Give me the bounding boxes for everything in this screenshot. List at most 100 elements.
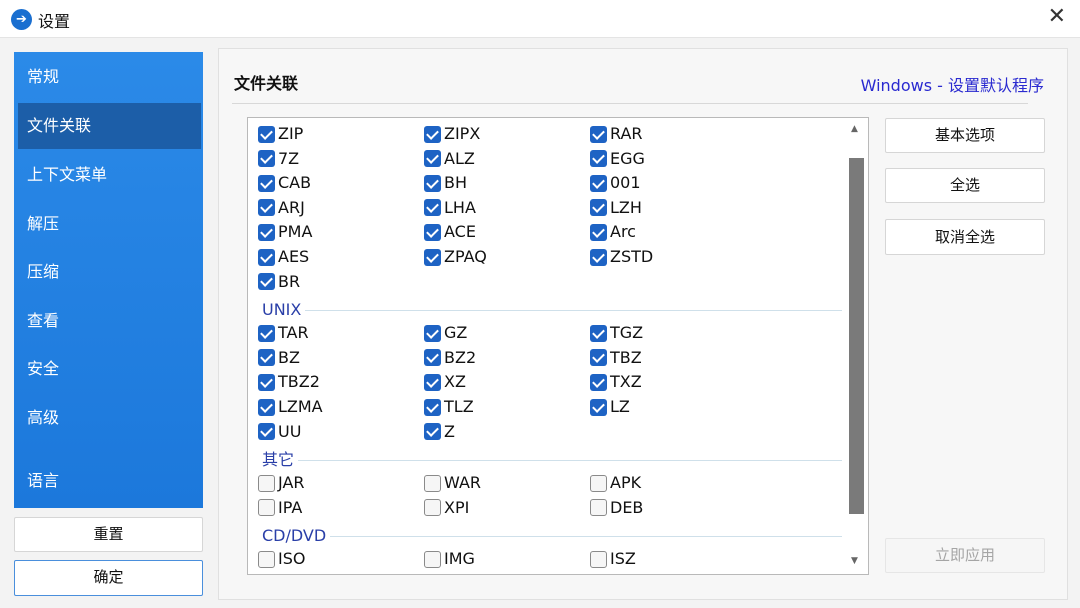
checked-checkbox-icon[interactable] bbox=[258, 324, 275, 342]
scrollbar-thumb[interactable] bbox=[849, 158, 864, 514]
unchecked-checkbox-icon[interactable] bbox=[424, 550, 441, 568]
checked-checkbox-icon[interactable] bbox=[258, 273, 275, 291]
checked-checkbox-icon[interactable] bbox=[424, 150, 441, 168]
file-type-checkbox[interactable]: 001 bbox=[590, 172, 641, 194]
file-type-checkbox[interactable]: TBZ2 bbox=[258, 371, 320, 393]
checked-checkbox-icon[interactable] bbox=[590, 398, 607, 416]
checked-checkbox-icon[interactable] bbox=[258, 223, 275, 241]
file-type-checkbox[interactable]: ISZ bbox=[590, 548, 636, 570]
unchecked-checkbox-icon[interactable] bbox=[424, 499, 441, 517]
checked-checkbox-icon[interactable] bbox=[590, 248, 607, 266]
windows-default-programs-link[interactable]: Windows - 设置默认程序 bbox=[860, 76, 1044, 95]
checked-checkbox-icon[interactable] bbox=[590, 125, 607, 143]
ok-button[interactable]: 确定 bbox=[14, 560, 203, 596]
file-type-checkbox[interactable]: EGG bbox=[590, 148, 645, 170]
file-type-checkbox[interactable]: BZ bbox=[258, 347, 300, 369]
file-type-checkbox[interactable]: ZIPX bbox=[424, 123, 480, 145]
sidebar-item[interactable]: 高级 bbox=[27, 408, 60, 427]
checked-checkbox-icon[interactable] bbox=[258, 174, 275, 192]
unchecked-checkbox-icon[interactable] bbox=[258, 499, 275, 517]
file-type-checkbox[interactable]: LZMA bbox=[258, 396, 323, 418]
file-type-checkbox[interactable] bbox=[424, 573, 444, 574]
file-type-checkbox[interactable]: TGZ bbox=[590, 322, 643, 344]
file-type-checkbox[interactable]: XZ bbox=[424, 371, 466, 393]
file-type-checkbox[interactable]: TAR bbox=[258, 322, 309, 344]
file-type-checkbox[interactable]: RAR bbox=[590, 123, 643, 145]
file-association-list[interactable]: ISZ IMG ISO DEB XPI IPA APK WAR JAR Z UU LZ TLZ LZMA T… bbox=[247, 117, 869, 575]
file-type-checkbox[interactable]: AES bbox=[258, 246, 309, 268]
close-icon[interactable]: ✕ bbox=[1047, 4, 1066, 29]
checked-checkbox-icon[interactable] bbox=[424, 349, 441, 367]
file-type-checkbox[interactable]: UU bbox=[258, 421, 301, 443]
file-type-checkbox[interactable]: DEB bbox=[590, 497, 643, 519]
file-type-checkbox[interactable]: Z bbox=[424, 421, 455, 443]
checked-checkbox-icon[interactable] bbox=[590, 150, 607, 168]
file-type-checkbox[interactable]: ZSTD bbox=[590, 246, 653, 268]
scroll-up-icon[interactable]: ▲ bbox=[851, 124, 858, 134]
deselect-all-button[interactable]: 取消全选 bbox=[885, 219, 1045, 255]
sidebar-item[interactable]: 语言 bbox=[27, 471, 60, 490]
checked-checkbox-icon[interactable] bbox=[424, 398, 441, 416]
file-type-checkbox[interactable]: XPI bbox=[424, 497, 469, 519]
file-type-checkbox[interactable]: TLZ bbox=[424, 396, 474, 418]
checked-checkbox-icon[interactable] bbox=[424, 125, 441, 143]
unchecked-checkbox-icon[interactable] bbox=[590, 499, 607, 517]
sidebar-item[interactable]: 常规 bbox=[27, 67, 60, 86]
checked-checkbox-icon[interactable] bbox=[258, 423, 275, 441]
sidebar-item[interactable]: 安全 bbox=[27, 359, 60, 378]
checked-checkbox-icon[interactable] bbox=[424, 373, 441, 391]
checked-checkbox-icon[interactable] bbox=[590, 174, 607, 192]
checked-checkbox-icon[interactable] bbox=[424, 423, 441, 441]
checked-checkbox-icon[interactable] bbox=[424, 223, 441, 241]
file-type-checkbox[interactable]: ZIP bbox=[258, 123, 303, 145]
checked-checkbox-icon[interactable] bbox=[258, 199, 275, 217]
file-type-checkbox[interactable]: BZ2 bbox=[424, 347, 476, 369]
file-type-checkbox[interactable]: LHA bbox=[424, 197, 476, 219]
file-type-checkbox[interactable]: 7Z bbox=[258, 148, 299, 170]
unchecked-checkbox-icon[interactable] bbox=[258, 474, 275, 492]
file-type-checkbox[interactable]: TBZ bbox=[590, 347, 642, 369]
checked-checkbox-icon[interactable] bbox=[258, 398, 275, 416]
file-type-checkbox[interactable]: APK bbox=[590, 472, 641, 494]
checked-checkbox-icon[interactable] bbox=[424, 248, 441, 266]
file-type-checkbox[interactable]: BH bbox=[424, 172, 467, 194]
file-type-checkbox[interactable] bbox=[590, 573, 610, 574]
sidebar-item[interactable]: 压缩 bbox=[27, 262, 60, 281]
basic-options-button[interactable]: 基本选项 bbox=[885, 118, 1045, 153]
checked-checkbox-icon[interactable] bbox=[424, 174, 441, 192]
file-type-checkbox[interactable]: BR bbox=[258, 271, 300, 293]
file-type-checkbox[interactable]: IMG bbox=[424, 548, 475, 570]
checked-checkbox-icon[interactable] bbox=[258, 125, 275, 143]
file-type-checkbox[interactable]: ARJ bbox=[258, 197, 305, 219]
unchecked-checkbox-icon[interactable] bbox=[258, 550, 275, 568]
file-type-checkbox[interactable]: IPA bbox=[258, 497, 302, 519]
checked-checkbox-icon[interactable] bbox=[258, 150, 275, 168]
unchecked-checkbox-icon[interactable] bbox=[590, 550, 607, 568]
sidebar-item[interactable]: 文件关联 bbox=[18, 103, 201, 149]
sidebar-item[interactable]: 查看 bbox=[27, 311, 60, 330]
file-type-checkbox[interactable]: GZ bbox=[424, 322, 467, 344]
file-type-checkbox[interactable]: ZPAQ bbox=[424, 246, 487, 268]
file-type-checkbox[interactable]: JAR bbox=[258, 472, 305, 494]
file-type-checkbox[interactable]: ALZ bbox=[424, 148, 475, 170]
sidebar-item[interactable]: 解压 bbox=[27, 214, 60, 233]
checked-checkbox-icon[interactable] bbox=[590, 349, 607, 367]
checked-checkbox-icon[interactable] bbox=[590, 373, 607, 391]
scroll-down-icon[interactable]: ▼ bbox=[851, 556, 858, 566]
file-type-checkbox[interactable]: ACE bbox=[424, 221, 476, 243]
file-type-checkbox[interactable]: LZ bbox=[590, 396, 630, 418]
file-type-checkbox[interactable]: ISO bbox=[258, 548, 305, 570]
checked-checkbox-icon[interactable] bbox=[424, 199, 441, 217]
file-type-checkbox[interactable]: PMA bbox=[258, 221, 312, 243]
select-all-button[interactable]: 全选 bbox=[885, 168, 1045, 203]
checked-checkbox-icon[interactable] bbox=[258, 349, 275, 367]
file-type-checkbox[interactable]: Arc bbox=[590, 221, 636, 243]
checked-checkbox-icon[interactable] bbox=[590, 199, 607, 217]
checked-checkbox-icon[interactable] bbox=[590, 324, 607, 342]
checked-checkbox-icon[interactable] bbox=[258, 373, 275, 391]
unchecked-checkbox-icon[interactable] bbox=[424, 474, 441, 492]
apply-now-button[interactable]: 立即应用 bbox=[885, 538, 1045, 573]
checked-checkbox-icon[interactable] bbox=[258, 248, 275, 266]
checked-checkbox-icon[interactable] bbox=[424, 324, 441, 342]
file-type-checkbox[interactable]: WAR bbox=[424, 472, 481, 494]
